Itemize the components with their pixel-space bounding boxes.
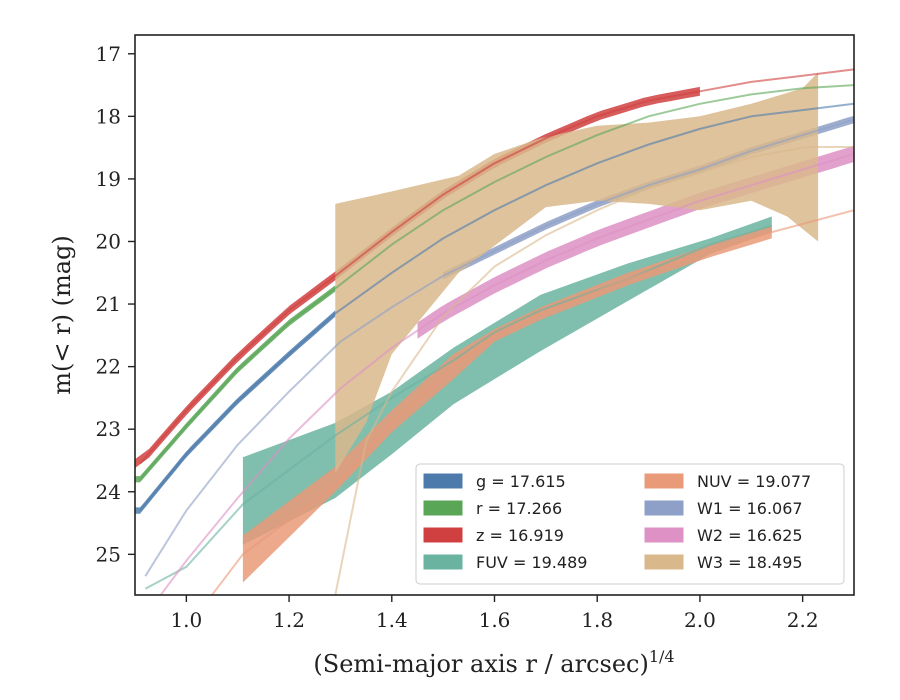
x-tick-label: 1.0 <box>170 608 202 632</box>
y-tick-label: 17 <box>96 42 121 66</box>
x-tick-label: 1.6 <box>479 608 511 632</box>
legend: g = 17.615 r = 17.266 z = 16.919 FUV = 19.4… <box>415 463 845 585</box>
x-axis: 1.0 1.2 1.4 1.6 1.8 2.0 2.2 <box>170 595 819 632</box>
line-z <box>139 68 854 465</box>
line-nuv <box>211 209 854 595</box>
x-tick-label: 1.2 <box>273 608 305 632</box>
y-tick-label: 24 <box>96 480 121 504</box>
legend-swatch-w1 <box>644 500 684 516</box>
legend-swatch-g <box>423 473 463 489</box>
y-axis-title: m(< r) (mag) <box>48 235 76 394</box>
x-axis-title: (Semi-major axis r / arcsec)1/4 <box>313 647 674 678</box>
y-tick-label: 19 <box>96 167 121 191</box>
series-lines <box>139 68 854 595</box>
x-axis-title-superscript: 1/4 <box>649 647 675 666</box>
legend-label-g: g = 17.615 <box>476 472 566 491</box>
line-w3 <box>334 146 854 595</box>
legend-swatch-r <box>423 500 463 516</box>
line-w1 <box>144 118 854 577</box>
y-tick-label: 21 <box>96 292 121 316</box>
legend-label-w1: W1 = 16.067 <box>697 499 803 518</box>
y-tick-label: 20 <box>96 229 121 253</box>
legend-swatch-z <box>423 527 463 543</box>
band-fuv <box>242 216 772 545</box>
legend-box <box>415 463 845 585</box>
legend-swatch-fuv <box>423 554 463 570</box>
legend-label-w3: W3 = 18.495 <box>697 553 803 572</box>
legend-label-w2: W2 = 16.625 <box>697 526 803 545</box>
x-tick-label: 2.0 <box>684 608 716 632</box>
x-axis-title-main: (Semi-major axis r / arcsec) <box>313 650 648 678</box>
y-tick-label: 18 <box>96 104 121 128</box>
x-tick-label: 1.8 <box>581 608 613 632</box>
line-w2 <box>159 152 854 595</box>
legend-label-z: z = 16.919 <box>476 526 564 545</box>
y-tick-label: 22 <box>96 355 121 379</box>
legend-swatch-w2 <box>644 527 684 543</box>
line-g <box>139 102 854 512</box>
line-fuv <box>144 224 773 590</box>
y-tick-label: 25 <box>96 542 121 566</box>
y-axis: 17 18 19 20 21 22 23 24 25 <box>96 42 135 566</box>
x-tick-label: 1.4 <box>376 608 408 632</box>
x-tick-label: 2.2 <box>787 608 819 632</box>
legend-label-r: r = 17.266 <box>476 499 562 518</box>
line-r <box>139 84 854 480</box>
y-tick-label: 23 <box>96 417 121 441</box>
legend-swatch-nuv <box>644 473 684 489</box>
legend-label-fuv: FUV = 19.489 <box>476 553 587 572</box>
legend-swatch-w3 <box>644 554 684 570</box>
legend-label-nuv: NUV = 19.077 <box>697 472 811 491</box>
